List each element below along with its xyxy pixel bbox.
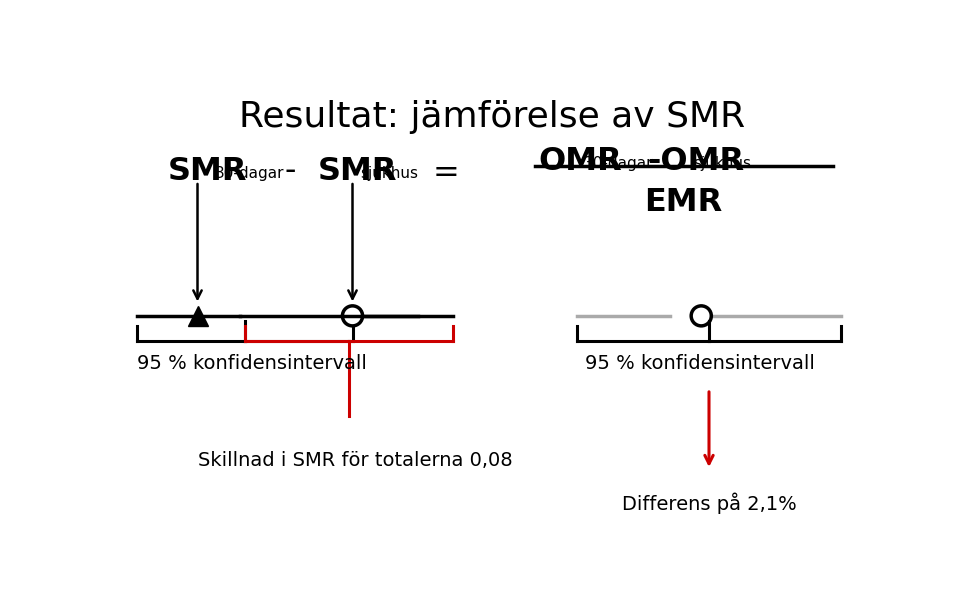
Text: -: - — [285, 156, 297, 188]
Text: Skillnad i SMR för totalerna 0,08: Skillnad i SMR för totalerna 0,08 — [198, 451, 512, 470]
Text: 30-dagar: 30-dagar — [214, 166, 284, 181]
Text: SMR: SMR — [318, 156, 397, 188]
Text: Resultat: jämförelse av SMR: Resultat: jämförelse av SMR — [239, 100, 745, 134]
Text: OMR: OMR — [539, 147, 622, 177]
Text: -OMR: -OMR — [647, 147, 744, 177]
Text: 95 % konfidensintervall: 95 % konfidensintervall — [585, 354, 815, 373]
Text: =: = — [432, 158, 459, 189]
Text: 30-dagar: 30-dagar — [584, 156, 653, 170]
Text: sjukhus: sjukhus — [360, 166, 419, 181]
Text: 95 % konfidensintervall: 95 % konfidensintervall — [137, 354, 367, 373]
Text: Differens på 2,1%: Differens på 2,1% — [622, 493, 797, 514]
Text: EMR: EMR — [644, 188, 723, 218]
Text: sjukhus: sjukhus — [693, 156, 752, 170]
Text: SMR: SMR — [168, 156, 248, 188]
